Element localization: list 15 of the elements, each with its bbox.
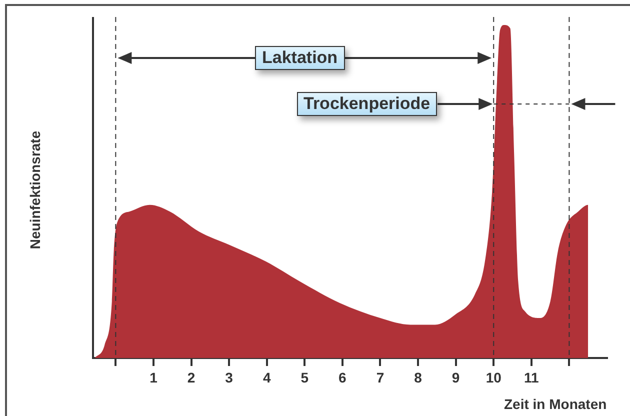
x-tick-label: 10 — [486, 369, 502, 386]
x-tick-label: 9 — [452, 369, 460, 386]
x-tick-label: 4 — [262, 369, 271, 386]
x-tick-label: 11 — [524, 369, 540, 386]
x-tick-label: 1 — [150, 369, 158, 386]
x-tick-label: 2 — [187, 369, 196, 386]
x-tick-label: 6 — [338, 369, 347, 386]
x-tick-label: 3 — [225, 369, 234, 386]
x-tick-label: 5 — [300, 369, 309, 386]
annotation: Laktation — [255, 46, 345, 70]
x-axis-title: Zeit in Monaten — [504, 396, 607, 412]
y-axis-title: Neuinfektionsrate — [27, 130, 44, 250]
annotation: Trockenperiode — [296, 92, 438, 116]
x-tick-label: 8 — [414, 369, 422, 386]
x-tick-label: 7 — [376, 369, 384, 386]
